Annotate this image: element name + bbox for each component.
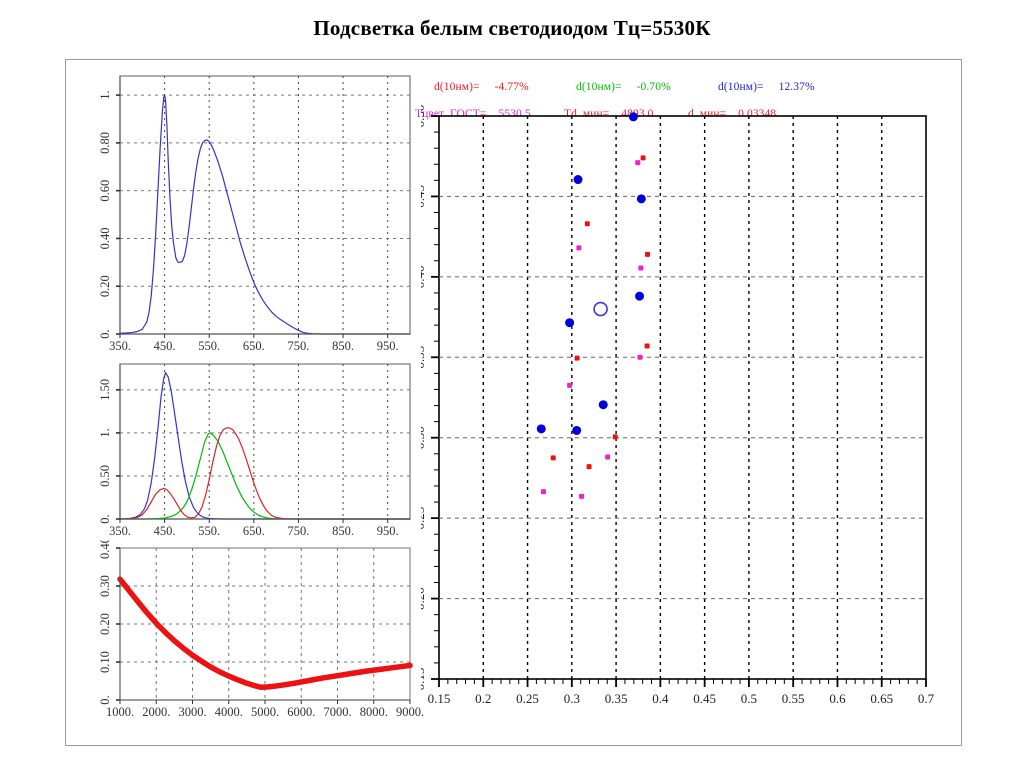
deviation-panel: 1000. 2000. 3000. 4000. 5000. 6000. 7000. 8000.… [76, 540, 426, 740]
svg-text:0.5: 0.5 [741, 691, 757, 706]
svg-text:1.: 1. [98, 90, 112, 99]
svg-text:650.: 650. [243, 524, 265, 538]
spectrum-panel: 350. 450. 550. 650. 750. 850. 950. 0. 0.20 0.40 0.… [76, 68, 426, 358]
svg-text:1000.: 1000. [106, 705, 134, 719]
svg-text:850.: 850. [332, 339, 354, 353]
svg-text:950.: 950. [377, 524, 399, 538]
annot-d10nm-red: d(10нм)= -4.77% [434, 81, 529, 93]
annot-d10nm-green: d(10нм)= -0.70% [576, 81, 671, 93]
svg-text:0.35: 0.35 [421, 346, 427, 369]
svg-text:350.: 350. [109, 524, 131, 538]
figure-frame: d(10нм)= -4.77% d(10нм)= -0.70% d(10нм)=… [65, 59, 962, 746]
svg-text:950.: 950. [377, 339, 399, 353]
svg-text:0.25: 0.25 [516, 691, 539, 706]
svg-text:6000.: 6000. [287, 705, 315, 719]
svg-text:9000.: 9000. [396, 705, 424, 719]
svg-text:0.2: 0.2 [475, 691, 491, 706]
svg-text:0.10: 0.10 [98, 651, 112, 673]
svg-text:0.40: 0.40 [98, 540, 112, 559]
svg-text:0.20: 0.20 [98, 275, 112, 297]
svg-text:550.: 550. [198, 524, 220, 538]
svg-text:0.45: 0.45 [693, 691, 716, 706]
svg-text:4000.: 4000. [215, 705, 243, 719]
annot-value: -0.70% [636, 81, 671, 93]
svg-text:0.80: 0.80 [98, 132, 112, 154]
svg-text:0.3: 0.3 [564, 691, 580, 706]
svg-text:0.35: 0.35 [605, 691, 628, 706]
svg-text:0.25: 0.25 [421, 507, 427, 530]
annot-value: 12.37% [778, 81, 815, 93]
svg-text:0.: 0. [98, 514, 112, 523]
rgb-components-panel: 350. 450. 550. 650. 750. 850. 950. 0. 0.50 1. 1.50 [76, 358, 426, 550]
svg-text:0.40: 0.40 [98, 228, 112, 250]
svg-text:0.50: 0.50 [98, 465, 112, 487]
svg-text:8000.: 8000. [360, 705, 388, 719]
svg-text:550.: 550. [198, 339, 220, 353]
svg-text:850.: 850. [332, 524, 354, 538]
svg-text:5000.: 5000. [251, 705, 279, 719]
svg-text:0.30: 0.30 [421, 426, 427, 449]
cie-chromaticity-chart: 0.15 0.2 0.25 0.3 0.35 0.4 0.45 0.5 0.55 0.6 0.65 0… [421, 105, 935, 706]
svg-text:450.: 450. [154, 524, 176, 538]
svg-text:0.15: 0.15 [428, 691, 451, 706]
annot-d10nm-blue: d(10нм)= 12.37% [718, 81, 815, 93]
svg-text:1.: 1. [98, 428, 112, 437]
svg-text:0.65: 0.65 [870, 691, 893, 706]
svg-text:0.60: 0.60 [98, 180, 112, 202]
page-title: Подсветка белым светодиодом Тц=5530К [313, 16, 711, 40]
spectrum-chart: 350. 450. 550. 650. 750. 850. 950. 0. 0.20 0.40 0.… [98, 75, 411, 353]
svg-text:750.: 750. [288, 524, 310, 538]
cie-panel: 0.15 0.2 0.25 0.3 0.35 0.4 0.45 0.5 0.55 0.6 0.65 0… [421, 102, 961, 742]
svg-text:650.: 650. [243, 339, 265, 353]
svg-text:1.50: 1.50 [98, 379, 112, 401]
annot-value: -4.77% [494, 81, 529, 93]
svg-text:0.15: 0.15 [421, 668, 427, 691]
svg-text:0.40: 0.40 [421, 265, 427, 288]
annot-label: d(10нм)= [434, 81, 480, 93]
deviation-chart: 1000. 2000. 3000. 4000. 5000. 6000. 7000. 8000.… [98, 540, 424, 719]
svg-text:0.6: 0.6 [829, 691, 846, 706]
svg-text:3000.: 3000. [178, 705, 206, 719]
svg-text:0.55: 0.55 [782, 691, 805, 706]
svg-text:0.45: 0.45 [421, 185, 427, 208]
svg-text:2000.: 2000. [142, 705, 170, 719]
svg-text:0.20: 0.20 [98, 613, 112, 635]
rgb-components-chart: 350. 450. 550. 650. 750. 850. 950. 0. 0.50 1. 1.50 [98, 363, 411, 538]
svg-text:0.20: 0.20 [421, 587, 427, 610]
svg-text:350.: 350. [109, 339, 131, 353]
svg-text:7000.: 7000. [323, 705, 351, 719]
svg-text:0.50: 0.50 [421, 105, 427, 128]
svg-text:0.30: 0.30 [98, 575, 112, 597]
svg-text:450.: 450. [154, 339, 176, 353]
svg-text:750.: 750. [288, 339, 310, 353]
svg-text:0.4: 0.4 [652, 691, 669, 706]
annot-label: d(10нм)= [718, 81, 764, 93]
svg-text:0.7: 0.7 [918, 691, 935, 706]
annot-label: d(10нм)= [576, 81, 622, 93]
svg-text:0.: 0. [98, 329, 112, 338]
svg-text:0.: 0. [98, 695, 112, 704]
